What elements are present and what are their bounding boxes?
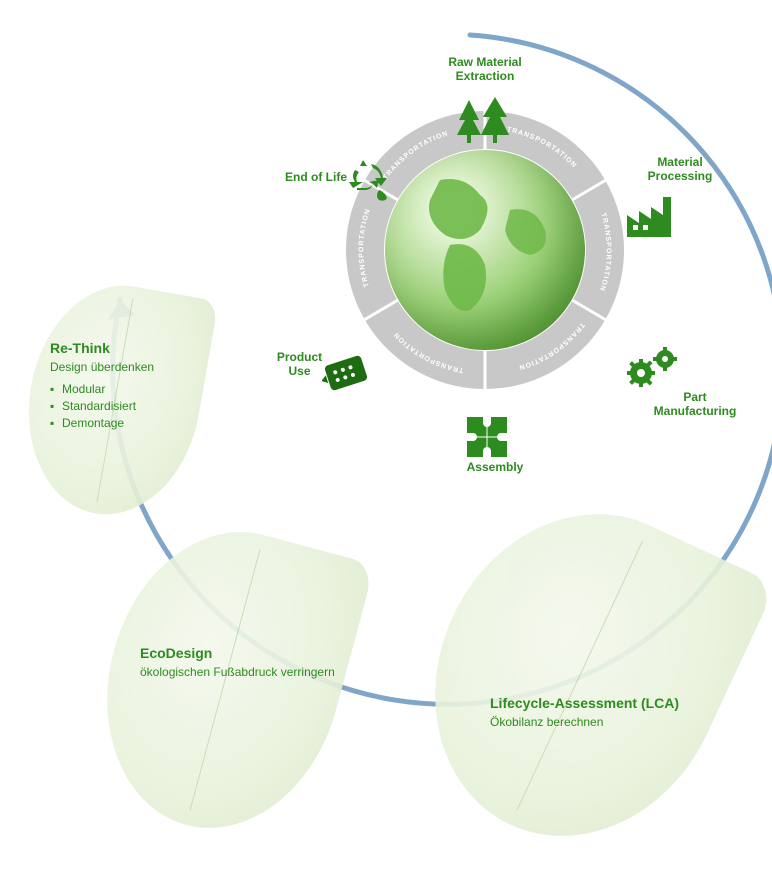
leaf-title: Re-Think [50,340,154,356]
gears-icon [625,345,680,390]
infographic-canvas: Re-Think Design überdenken Modular Stand… [0,0,772,837]
leaf-bullet: Standardisiert [50,399,154,413]
recycle-icon [345,160,395,205]
stage-label-raw: Raw MaterialExtraction [440,55,530,84]
leaf-bullet-list: Modular Standardisiert Demontage [50,382,154,430]
stage-label-processing: MaterialProcessing [640,155,720,184]
stage-label-use: ProductUse [272,350,327,379]
factory-icon [625,195,675,240]
leaf-rethink-text: Re-Think Design überdenken Modular Stand… [50,340,154,433]
stage-label-part: PartManufacturing [650,390,740,419]
leaf-title: Lifecycle-Assessment (LCA) [490,695,679,711]
leaf-lca-text: Lifecycle-Assessment (LCA) Ökobilanz ber… [490,695,679,737]
leaf-bullet: Demontage [50,416,154,430]
leaf-subtitle: ökologischen Fußabdruck verringern [140,665,335,679]
globe-icon [385,150,585,350]
stage-label-assembly: Assembly [460,460,530,474]
leaf-subtitle: Design überdenken [50,360,154,374]
remote-icon [322,355,372,395]
puzzle-icon [465,415,510,460]
trees-icon [455,95,510,145]
leaf-ecodesign-text: EcoDesign ökologischen Fußabdruck verrin… [140,645,335,687]
leaf-bullet: Modular [50,382,154,396]
leaf-title: EcoDesign [140,645,335,661]
leaf-subtitle: Ökobilanz berechnen [490,715,679,729]
